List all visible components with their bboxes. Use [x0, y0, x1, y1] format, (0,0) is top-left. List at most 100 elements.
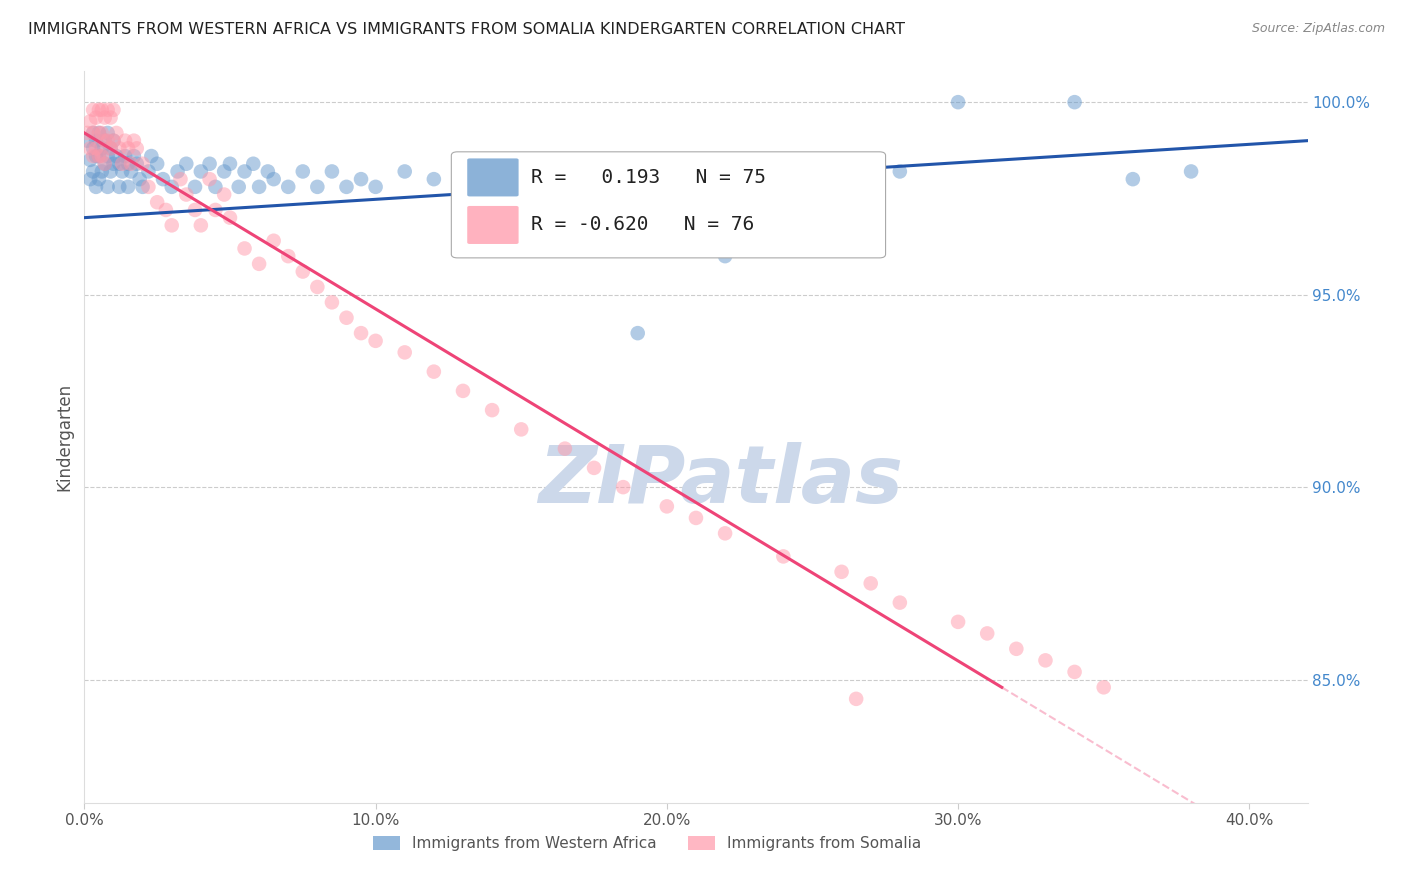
Point — [291, 164, 314, 178]
Point — [364, 334, 387, 348]
Point — [82, 141, 104, 155]
Point — [612, 480, 634, 494]
Point — [714, 526, 737, 541]
Point — [451, 179, 474, 194]
Point — [79, 153, 101, 167]
Point — [845, 691, 868, 706]
Point — [84, 179, 107, 194]
Point — [97, 179, 120, 194]
Point — [97, 126, 120, 140]
Point — [257, 164, 280, 178]
Y-axis label: Kindergarten: Kindergarten — [55, 383, 73, 491]
Point — [90, 164, 112, 178]
Point — [87, 103, 110, 117]
Point — [160, 219, 183, 233]
Point — [122, 149, 145, 163]
Point — [117, 179, 139, 194]
Point — [100, 141, 122, 155]
Point — [291, 264, 314, 278]
Point — [481, 403, 503, 417]
Point — [1035, 653, 1057, 667]
Point — [772, 549, 794, 564]
Point — [108, 157, 131, 171]
Point — [307, 280, 329, 294]
Point — [138, 179, 160, 194]
Point — [247, 179, 270, 194]
Point — [219, 157, 242, 171]
Point — [685, 511, 707, 525]
Point — [538, 172, 561, 186]
Text: ZIPatlas: ZIPatlas — [538, 442, 903, 520]
Point — [108, 141, 131, 155]
Point — [146, 157, 169, 171]
Point — [321, 295, 343, 310]
Point — [451, 384, 474, 398]
Point — [100, 141, 122, 155]
Point — [1092, 681, 1115, 695]
Point — [277, 249, 299, 263]
Point — [103, 157, 125, 171]
Point — [82, 126, 104, 140]
Point — [90, 103, 112, 117]
Point — [184, 202, 207, 217]
FancyBboxPatch shape — [451, 152, 886, 258]
Point — [976, 626, 998, 640]
Point — [394, 345, 416, 359]
Point — [166, 164, 188, 178]
Point — [263, 234, 285, 248]
Point — [174, 187, 197, 202]
Point — [79, 172, 101, 186]
Point — [93, 111, 115, 125]
Point — [76, 126, 98, 140]
Point — [111, 164, 134, 178]
Point — [583, 461, 606, 475]
Point — [946, 95, 969, 110]
Point — [481, 164, 503, 178]
Point — [1005, 641, 1028, 656]
Point — [114, 134, 136, 148]
Point — [79, 141, 101, 155]
Point — [87, 172, 110, 186]
Point — [152, 172, 174, 186]
Point — [131, 157, 153, 171]
Text: Source: ZipAtlas.com: Source: ZipAtlas.com — [1251, 22, 1385, 36]
Point — [212, 187, 235, 202]
Point — [204, 179, 226, 194]
Point — [125, 157, 148, 171]
Point — [198, 157, 221, 171]
Point — [233, 164, 256, 178]
Point — [82, 164, 104, 178]
Text: R = -0.620   N = 76: R = -0.620 N = 76 — [531, 216, 754, 235]
FancyBboxPatch shape — [467, 206, 519, 244]
Point — [714, 249, 737, 263]
Point — [394, 164, 416, 178]
Point — [97, 134, 120, 148]
Point — [97, 103, 120, 117]
Point — [831, 565, 853, 579]
Point — [111, 157, 134, 171]
Point — [1180, 164, 1202, 178]
Point — [79, 114, 101, 128]
Point — [198, 172, 221, 186]
Point — [335, 310, 357, 325]
Point — [90, 126, 112, 140]
Point — [859, 576, 882, 591]
FancyBboxPatch shape — [467, 159, 519, 196]
Point — [120, 164, 142, 178]
Point — [141, 149, 163, 163]
Point — [100, 111, 122, 125]
Point — [125, 141, 148, 155]
Point — [93, 134, 115, 148]
Point — [87, 149, 110, 163]
Point — [1063, 95, 1085, 110]
Point — [87, 126, 110, 140]
Point — [510, 422, 533, 436]
Point — [831, 179, 853, 194]
Text: R =   0.193   N = 75: R = 0.193 N = 75 — [531, 168, 766, 187]
Legend: Immigrants from Western Africa, Immigrants from Somalia: Immigrants from Western Africa, Immigran… — [367, 830, 928, 857]
Point — [228, 179, 250, 194]
Point — [84, 141, 107, 155]
Point — [103, 134, 125, 148]
Point — [307, 179, 329, 194]
Text: IMMIGRANTS FROM WESTERN AFRICA VS IMMIGRANTS FROM SOMALIA KINDERGARTEN CORRELATI: IMMIGRANTS FROM WESTERN AFRICA VS IMMIGR… — [28, 22, 905, 37]
